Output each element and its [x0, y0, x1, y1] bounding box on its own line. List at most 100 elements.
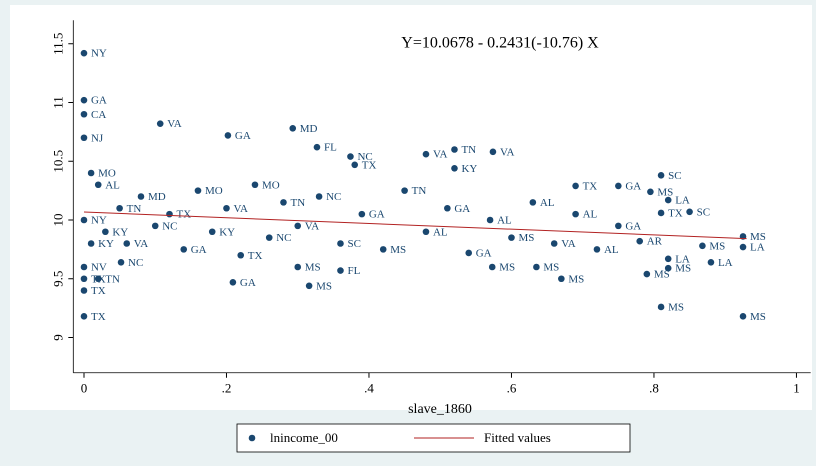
point-label: GA [625, 180, 641, 192]
point [94, 181, 102, 189]
point [572, 182, 579, 190]
point [208, 228, 216, 236]
point-label: VA [305, 220, 320, 232]
x-tick-label: .4 [364, 381, 374, 396]
point-label: TN [461, 144, 476, 156]
point [486, 216, 494, 224]
point [707, 259, 715, 266]
point-label: MO [98, 168, 116, 180]
point-label: MO [262, 179, 280, 191]
point-label: MS [668, 301, 684, 313]
point [116, 204, 123, 212]
point [229, 278, 237, 286]
point [87, 169, 95, 177]
point-label: NC [162, 220, 177, 232]
point-label: MD [300, 123, 318, 135]
point [657, 209, 665, 217]
point [315, 193, 323, 200]
point-label: MD [148, 191, 166, 203]
point [80, 287, 88, 294]
point [593, 246, 601, 253]
point-label: VA [433, 149, 448, 161]
point [465, 249, 473, 257]
point-label: NC [128, 257, 143, 269]
point [550, 240, 558, 247]
point [451, 165, 458, 172]
y-tick-label: 11 [50, 96, 65, 109]
point [657, 172, 665, 179]
point-label: KY [98, 238, 114, 250]
point [636, 237, 644, 245]
point-label: MS [305, 262, 321, 274]
point [739, 313, 747, 320]
point [305, 282, 313, 290]
point-label: NC [276, 232, 291, 244]
point-label: GA [240, 277, 256, 289]
point [401, 187, 408, 194]
point-label: CA [91, 109, 106, 121]
point [489, 148, 497, 156]
y-tick-label: 10.5 [50, 150, 65, 173]
point [80, 49, 88, 57]
point [643, 270, 651, 278]
point [347, 153, 354, 160]
point [686, 208, 693, 216]
point-label: NY [91, 215, 107, 227]
point [80, 263, 88, 271]
point [313, 143, 321, 151]
point [117, 259, 125, 266]
plot-background [10, 5, 812, 410]
point [615, 182, 622, 190]
point-label: VA [167, 118, 182, 130]
point [451, 146, 458, 153]
point-label: AL [583, 209, 598, 221]
point [166, 210, 173, 218]
point-label: TX [248, 250, 263, 262]
point [123, 240, 131, 247]
point-label: MO [205, 185, 223, 197]
x-tick-label: .8 [649, 381, 659, 396]
point [558, 275, 565, 283]
point [80, 96, 88, 104]
point-label: GA [235, 130, 251, 142]
legend-marker [248, 434, 256, 442]
point [265, 234, 273, 241]
legend-label: Fitted values [484, 430, 551, 445]
point-label: MS [675, 263, 691, 275]
point [87, 240, 95, 247]
point [156, 120, 164, 127]
point-label: KY [461, 163, 477, 175]
point-label: VA [233, 203, 248, 215]
y-tick-label: 9 [50, 334, 65, 341]
point [80, 216, 88, 224]
point-label: MS [654, 269, 670, 281]
point [699, 242, 706, 250]
point-label: TX [583, 180, 598, 192]
point-label: NV [91, 262, 107, 274]
point [422, 228, 430, 236]
point [533, 263, 540, 271]
point-label: VA [500, 146, 515, 158]
point-label: SC [668, 170, 681, 182]
point [224, 132, 232, 139]
point-label: GA [454, 203, 470, 215]
point-label: MS [568, 273, 584, 285]
point-label: TN [290, 197, 305, 209]
point-label: MS [390, 244, 406, 256]
point-label: NC [326, 191, 341, 203]
point-label: GA [91, 95, 107, 107]
point [422, 150, 430, 158]
point-label: NC [357, 151, 372, 163]
point [572, 210, 579, 218]
point [94, 275, 102, 283]
point [508, 234, 515, 241]
point-label: MS [543, 262, 559, 274]
point-label: TX [91, 311, 106, 323]
point-label: GA [476, 247, 492, 259]
y-tick-label: 9.5 [50, 271, 65, 287]
point [80, 313, 88, 320]
point [151, 222, 159, 230]
point-label: GA [625, 220, 641, 232]
x-tick-label: 0 [81, 381, 88, 396]
